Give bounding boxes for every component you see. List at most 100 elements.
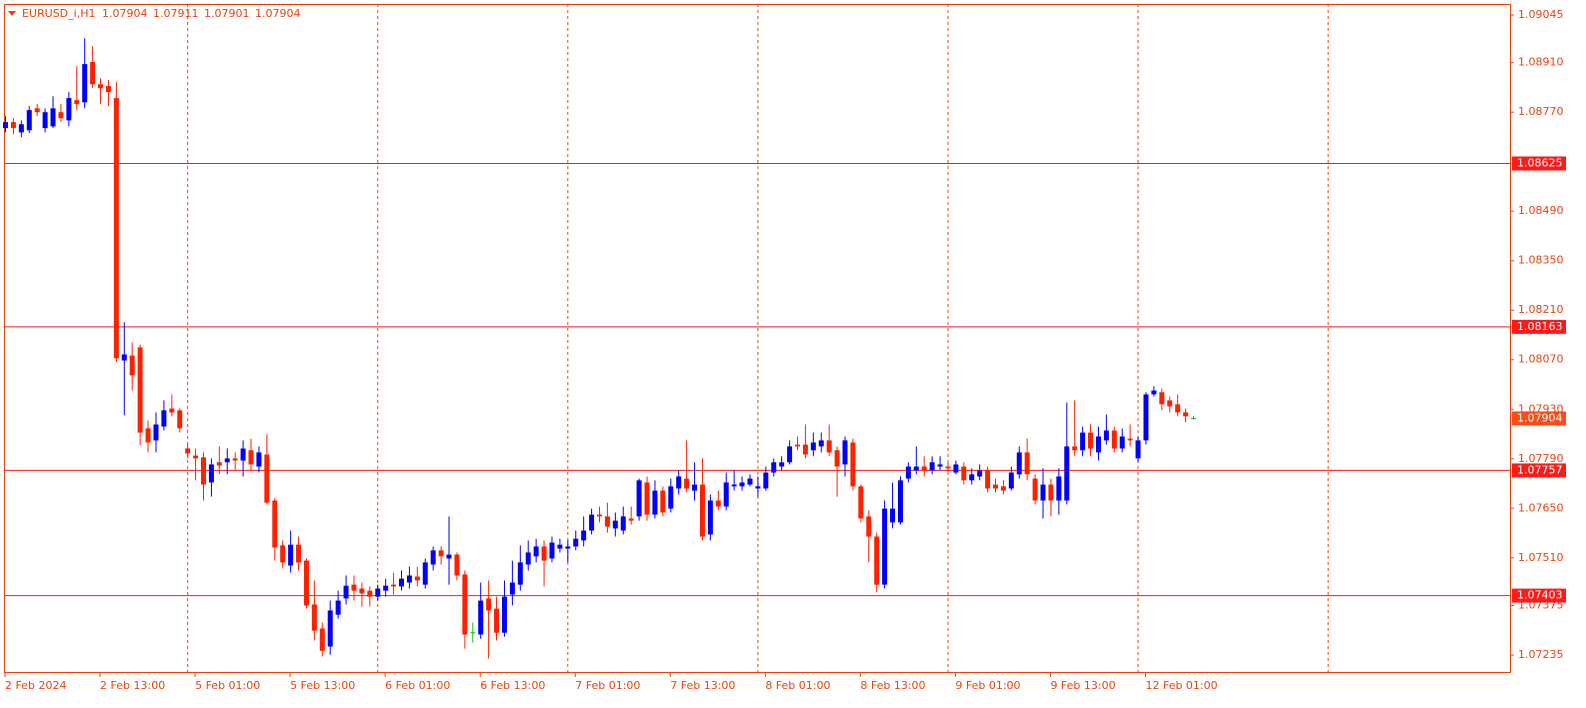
candle-body [818,440,824,447]
candle-body [715,500,721,507]
candle-body [517,562,523,585]
candle-body [3,122,8,129]
candle-body [1175,404,1181,413]
candle-body [272,500,278,548]
candle-body [945,466,951,469]
candle-body [541,546,547,561]
level-label: 1.08163 [1517,320,1563,333]
level-label-box [1512,588,1566,603]
levels [4,162,1510,597]
candle-body [169,408,175,413]
candle-body [58,112,64,119]
y-tick-label: 1.08770 [1518,105,1564,118]
candle-body [929,462,935,471]
candle-body [937,464,943,467]
candle-body [343,585,349,599]
candle-body [985,470,991,489]
candle-body [913,466,919,471]
candle-body [42,112,48,129]
candle-body [359,588,365,594]
candle-body [509,582,515,595]
candle-body [707,500,713,535]
candle-body [327,610,333,647]
x-tick-label: 7 Feb 13:00 [670,679,735,692]
level-label: 1.08625 [1517,156,1563,169]
candle-body [1080,432,1086,451]
candle-body [216,462,222,466]
price-label: 1.07904 [1517,411,1563,424]
candle-body [224,458,230,463]
y-tick-label: 1.07790 [1518,452,1564,465]
candle-body [890,508,896,523]
candle-body [668,486,674,509]
candle-body [1183,412,1189,417]
candle-body [882,508,888,585]
candle-body [747,478,753,485]
symbol: EURUSD_i,H1 [22,7,95,20]
candle-body [549,542,555,559]
x-tick-label: 9 Feb 01:00 [955,679,1020,692]
candle-body [288,544,294,566]
candle-body [1056,476,1062,501]
candle-body [771,462,777,473]
candle-body [319,628,325,651]
candle-body [826,440,832,453]
y-tick-label: 1.09045 [1518,8,1564,21]
candle-body [26,110,32,131]
y-tick-label: 1.08070 [1518,353,1564,366]
candle-body [1000,486,1006,491]
symbol-arrow[interactable] [8,11,16,16]
candle-body [438,550,444,557]
candle-body [113,98,119,359]
candle-body [612,520,618,529]
candle-body [525,552,531,565]
candle-body [763,472,769,489]
candle-body [1016,452,1022,475]
candle-body [573,538,579,547]
candle-body [961,466,967,481]
candle-body [10,122,16,129]
candle-body [1167,400,1173,407]
candle-body [866,516,872,537]
candle-body [802,444,808,455]
candle-body [1032,478,1038,501]
candle-body [494,608,500,633]
plot-frame [4,4,1511,673]
y-tick-label: 1.08210 [1518,303,1564,316]
candle-body [755,486,761,489]
x-tick-label: 5 Feb 13:00 [290,679,355,692]
candle-body [303,560,309,606]
candle-body [660,490,666,513]
candle-body [351,584,357,591]
candle-body [422,562,428,585]
candle-body [406,575,412,583]
header-open: 1.07904 [102,7,148,20]
candle-body [779,462,785,467]
candle-body [391,584,397,587]
candle-body [1135,440,1141,459]
candle-body [842,440,848,465]
level-label-box [1512,463,1566,478]
candle-body [684,478,690,489]
candle-body [430,550,436,565]
candle-body [1119,436,1125,449]
candle-body [644,482,650,515]
candle-body [699,484,705,537]
candle-body [565,546,571,549]
y-tick-label: 1.08490 [1518,204,1564,217]
candle-body [620,516,626,531]
candle-body [240,448,246,461]
candle-body [105,86,111,93]
level-label-box [1512,156,1566,171]
candle-body [280,545,286,563]
x-tick-label: 6 Feb 01:00 [385,679,450,692]
x-tick-label: 8 Feb 01:00 [765,679,830,692]
candle-body [296,544,302,563]
candle-body [723,482,729,507]
candle-body [256,452,262,467]
candle-body [446,554,452,559]
candle-body [533,546,539,557]
candle-body [1048,484,1054,501]
candle-body [628,518,634,521]
candle-body [581,530,587,541]
